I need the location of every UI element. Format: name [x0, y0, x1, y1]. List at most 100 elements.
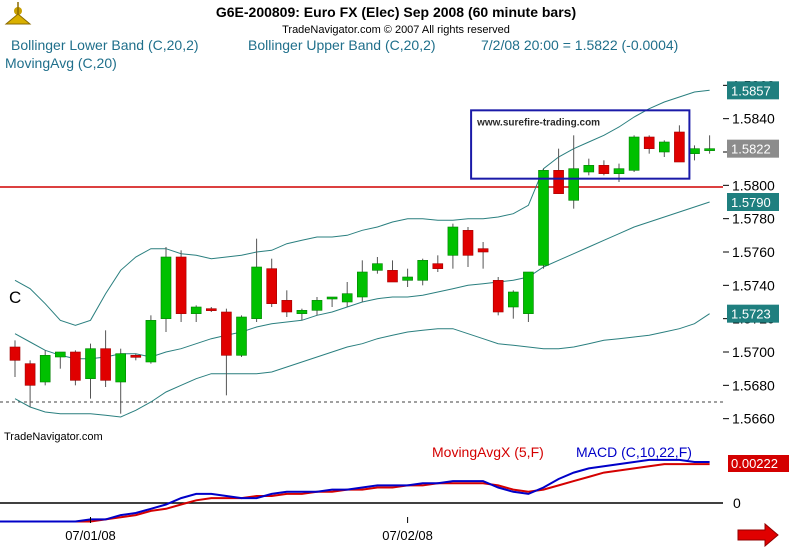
candle-body	[507, 291, 519, 308]
candle	[115, 348, 126, 414]
candle	[190, 305, 202, 322]
macd-value-text: 0.00222	[731, 456, 778, 471]
candle	[100, 330, 111, 387]
legend-quote: 7/2/08 20:00 = 1.5822 (-0.0004)	[481, 37, 678, 53]
date-label: 07/02/08	[382, 528, 433, 543]
candle-body	[689, 148, 700, 154]
date-label: 07/01/08	[65, 528, 116, 543]
macd-value-badge	[728, 455, 789, 472]
candle	[311, 297, 323, 316]
indicator-macd-label: MACD (C,10,22,F)	[576, 444, 692, 460]
candle-body	[221, 311, 232, 356]
candle	[175, 250, 187, 322]
candle	[9, 340, 21, 377]
candle-body	[115, 353, 126, 383]
candle-body	[387, 270, 398, 283]
candle	[387, 260, 398, 283]
price-tick-label: 1.5760	[732, 244, 775, 260]
price-badge-label: 1.5723	[731, 307, 771, 322]
price-tick-label: 1.5660	[732, 411, 775, 427]
candle	[160, 247, 172, 332]
lower-band-line	[14, 313, 710, 418]
candle-body	[100, 348, 111, 381]
candle-body	[417, 260, 429, 281]
upper-band-line	[14, 89, 710, 326]
candle	[341, 282, 353, 307]
macd-zero-label: 0	[733, 495, 741, 511]
candle-body	[477, 248, 489, 253]
price-badge-label: 1.5857	[731, 83, 771, 98]
candle-body	[160, 256, 172, 319]
candle	[462, 227, 474, 267]
price-tick-label: 1.5800	[732, 177, 775, 193]
price-badges: 1.5857 1.5822 1.5790 1.5723	[727, 81, 779, 323]
candle	[296, 308, 308, 321]
candle	[206, 307, 217, 312]
candle-body	[568, 168, 580, 201]
candle	[266, 258, 278, 307]
candle	[417, 258, 429, 286]
scroll-right-arrow-icon[interactable]	[737, 522, 779, 547]
candle-body	[145, 320, 157, 363]
candle-body	[311, 300, 323, 311]
candle	[281, 290, 293, 317]
candle	[628, 135, 640, 172]
candle	[507, 290, 519, 319]
candle	[39, 350, 51, 386]
macd-line	[0, 458, 710, 523]
candle	[447, 223, 459, 269]
candle	[402, 268, 413, 287]
candle	[145, 315, 157, 364]
candle	[24, 360, 36, 407]
price-badge	[727, 139, 779, 158]
copyright-text: TradeNavigator.com © 2007 All rights res…	[282, 24, 510, 36]
candle	[221, 308, 232, 396]
candle-body	[643, 136, 655, 149]
candle-body	[175, 256, 187, 314]
price-tick-label: 1.5840	[732, 111, 775, 127]
price-badge-label: 1.5822	[731, 142, 771, 157]
candle-body	[523, 271, 534, 314]
candle	[583, 158, 595, 176]
candle-body	[432, 263, 444, 269]
candle	[477, 242, 489, 269]
candle	[598, 160, 610, 176]
candle	[130, 353, 142, 361]
candle-body	[251, 266, 262, 319]
macd-lines	[0, 458, 710, 523]
candle-body	[266, 268, 278, 304]
candle-body	[206, 308, 217, 311]
candle-body	[296, 310, 308, 314]
signal-line	[0, 463, 710, 523]
candle-body	[24, 363, 36, 386]
candle-body	[70, 351, 81, 381]
price-badge-label: 1.5790	[731, 195, 771, 210]
candle-body	[583, 165, 595, 173]
candle	[689, 145, 700, 161]
candle	[674, 125, 685, 163]
candle-body	[236, 316, 247, 356]
candle-body	[628, 136, 640, 171]
candle	[643, 135, 655, 154]
candle-body	[54, 351, 66, 358]
indicator-ma-label: MovingAvgX (5,F)	[432, 444, 544, 460]
price-badge	[727, 304, 779, 323]
price-axis: 1.56601.56801.57001.57201.57401.57601.57…	[723, 77, 775, 427]
price-tick-label: 1.5740	[732, 277, 775, 293]
price-badge	[727, 81, 779, 100]
candle	[85, 343, 96, 399]
candle	[704, 135, 715, 154]
candle	[356, 260, 368, 302]
candle-body	[326, 296, 338, 300]
candle-body	[613, 168, 625, 174]
price-tick-label: 1.5700	[732, 344, 775, 360]
candle	[523, 271, 534, 322]
candle-body	[598, 165, 610, 174]
footer-brand: TradeNavigator.com	[4, 431, 103, 443]
candle-body	[341, 293, 353, 303]
candle	[553, 148, 564, 194]
candle-body	[372, 263, 383, 271]
candle	[236, 315, 247, 357]
candle	[658, 140, 670, 157]
